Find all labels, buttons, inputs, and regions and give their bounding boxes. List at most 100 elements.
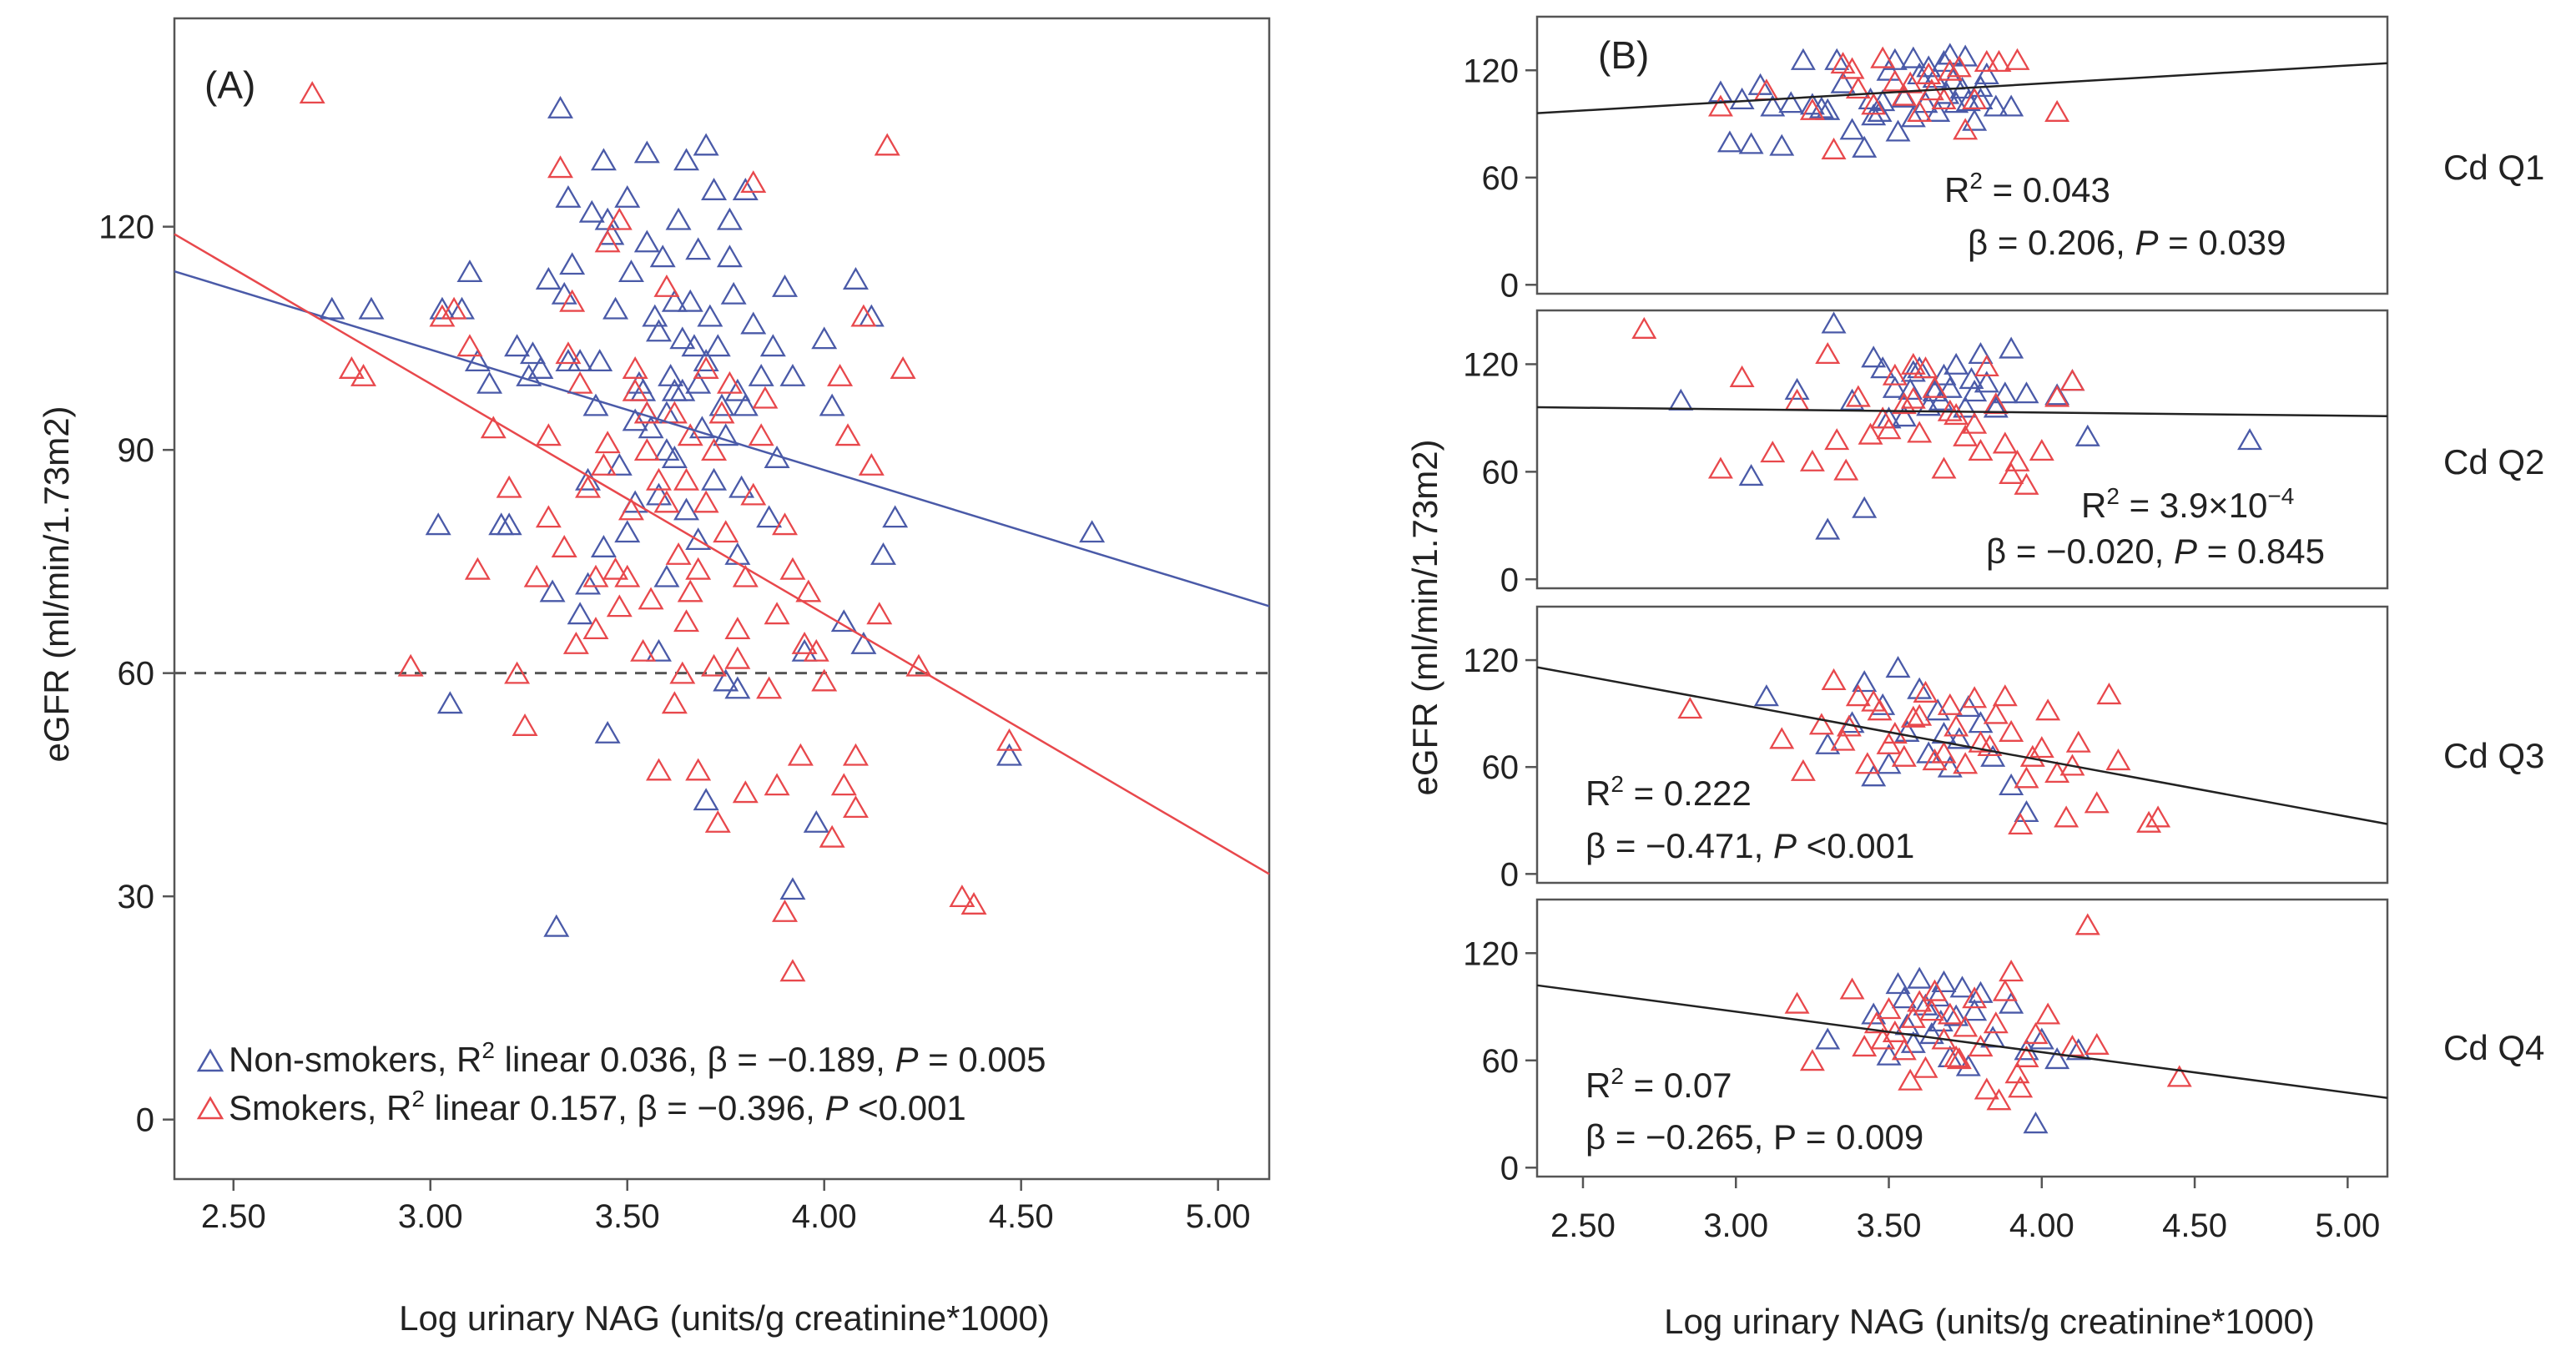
point-non-smokers (693, 133, 719, 156)
point-smokers (779, 959, 806, 982)
fit-line-q3 (1536, 666, 2388, 825)
y-tick-label: 60 (1482, 160, 1520, 197)
point-non-smokers (685, 527, 712, 551)
point-non-smokers (1852, 496, 1878, 518)
point-smokers (1870, 1027, 1896, 1050)
point-non-smokers (618, 260, 644, 283)
point-smokers (646, 467, 672, 491)
point-non-smokers (803, 809, 829, 833)
point-smokers (602, 557, 629, 580)
point-non-smokers (1953, 396, 1979, 418)
point-smokers (2044, 385, 2070, 407)
point-non-smokers (713, 423, 739, 446)
point-smokers (1799, 449, 1825, 471)
point-non-smokers (602, 296, 629, 320)
point-non-smokers (2059, 369, 2085, 391)
point-smokers (685, 758, 712, 781)
point-non-smokers (779, 877, 806, 900)
point-smokers (1845, 77, 1871, 99)
point-smokers (1953, 118, 1979, 140)
point-non-smokers (1830, 71, 1856, 93)
point-non-smokers (638, 416, 664, 439)
point-non-smokers (732, 178, 759, 200)
y-tick-label: 0 (1500, 1150, 1519, 1187)
point-smokers (456, 334, 483, 357)
point-smokers (834, 423, 861, 446)
subplot-q2: 0 60 120 (1463, 309, 2389, 598)
legend-non-smokers: Non-smokers, R2 linear 0.036, β = −0.189… (196, 1037, 1046, 1079)
point-smokers (819, 824, 845, 848)
point-smokers (653, 274, 680, 297)
point-smokers (764, 773, 790, 796)
point-non-smokers (669, 326, 696, 350)
point-smokers (1631, 316, 1657, 339)
point-smokers (2044, 760, 2070, 784)
row-label-q1: Cd Q1 (2443, 148, 2544, 187)
y-tick-label: 0 (1500, 267, 1519, 304)
point-non-smokers (1876, 752, 1902, 774)
point-smokers (582, 617, 609, 640)
point-non-smokers (1885, 972, 1911, 995)
point-non-smokers (1839, 118, 1865, 140)
point-non-smokers (1999, 336, 2024, 359)
point-non-smokers (1815, 517, 1841, 540)
annotation-q3-beta: β = −0.471, P <0.001 (1585, 826, 1914, 865)
legend-non-smokers-text: Non-smokers, R2 linear 0.036, β = −0.189… (229, 1037, 1046, 1079)
point-smokers (1983, 1011, 2009, 1034)
point-non-smokers (1885, 655, 1911, 678)
point-non-smokers (1882, 376, 1908, 398)
point-smokers (874, 133, 900, 156)
point-non-smokers (996, 743, 1023, 766)
point-smokers (1943, 402, 1969, 426)
point-smokers (653, 490, 680, 513)
point-smokers (630, 638, 657, 662)
annotation-q4-r2: R2 = 0.07 (1585, 1063, 1732, 1105)
annotation-q1-beta: β = 0.206, P = 0.039 (1968, 223, 2286, 262)
point-non-smokers (759, 334, 786, 357)
x-tick-label: 5.00 (2315, 1207, 2380, 1244)
panel-b-y-axis-label: eGFR (ml/min/1.73m2) (1405, 439, 1444, 795)
point-smokers (1922, 749, 1948, 771)
y-tick-label: 120 (1463, 346, 1519, 383)
point-smokers (1953, 752, 1979, 774)
row-label-q4: Cd Q4 (2443, 1028, 2544, 1067)
point-smokers (441, 296, 467, 320)
point-non-smokers (748, 363, 774, 386)
point-non-smokers (681, 334, 708, 357)
point-non-smokers (1891, 986, 1917, 1009)
point-non-smokers (1999, 773, 2024, 796)
point-smokers (1943, 1045, 1969, 1067)
point-smokers (685, 557, 712, 580)
point-smokers (512, 713, 538, 736)
point-non-smokers (594, 207, 621, 230)
panel-a-y-axis-label: eGFR (ml/min/1.73m2) (37, 406, 76, 762)
point-smokers (1784, 991, 1810, 1014)
point-smokers (1922, 376, 1948, 398)
legend-non-smokers-marker (196, 1048, 224, 1072)
point-non-smokers (555, 184, 582, 208)
point-smokers (701, 653, 728, 677)
point-non-smokers (791, 638, 818, 662)
y-tick-label: 120 (1463, 935, 1519, 972)
point-non-smokers (1852, 670, 1878, 693)
point-non-smokers (693, 788, 719, 811)
x-tick-label: 3.00 (1703, 1207, 1768, 1244)
point-non-smokers (1778, 91, 1804, 113)
point-smokers (1707, 94, 1733, 117)
point-non-smokers (1894, 719, 1920, 742)
x-tick-label: 4.00 (792, 1198, 857, 1235)
point-smokers (1992, 431, 2018, 454)
point-non-smokers (1931, 970, 1957, 992)
point-smokers (708, 401, 735, 424)
point-smokers (949, 885, 975, 908)
point-non-smokers (633, 140, 660, 164)
point-smokers (713, 520, 739, 543)
point-smokers (732, 780, 759, 804)
point-smokers (960, 892, 987, 915)
point-non-smokers (630, 378, 657, 401)
point-smokers (2014, 766, 2039, 789)
point-smokers (2065, 730, 2091, 753)
point-non-smokers (598, 222, 625, 245)
point-smokers (1992, 684, 2018, 707)
point-smokers (551, 535, 577, 557)
